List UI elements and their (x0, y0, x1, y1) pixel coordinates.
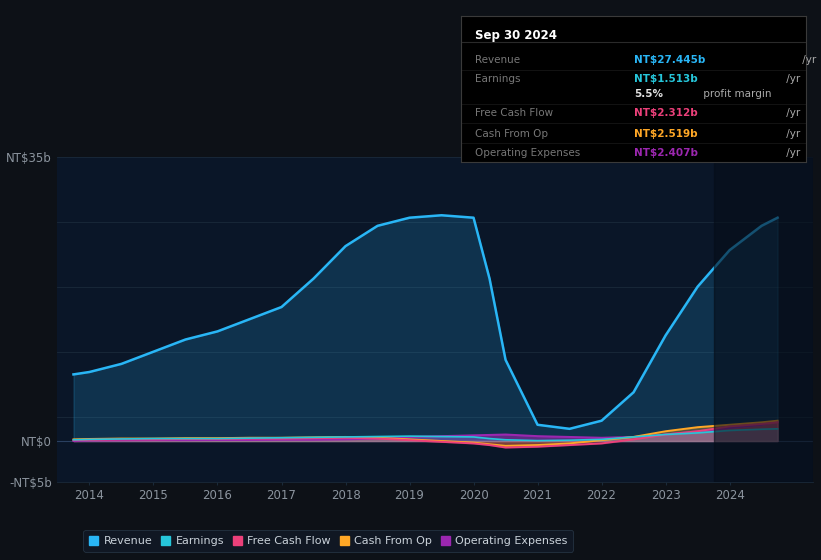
Text: /yr: /yr (782, 148, 800, 158)
Text: /yr: /yr (800, 55, 817, 66)
Text: NT$2.312b: NT$2.312b (634, 108, 698, 118)
Bar (713, 157, 813, 482)
Text: NT$2.519b: NT$2.519b (634, 129, 697, 139)
Legend: Revenue, Earnings, Free Cash Flow, Cash From Op, Operating Expenses: Revenue, Earnings, Free Cash Flow, Cash … (84, 530, 573, 552)
Text: /yr: /yr (782, 129, 800, 139)
Text: Cash From Op: Cash From Op (475, 129, 548, 139)
Text: Sep 30 2024: Sep 30 2024 (475, 29, 557, 42)
Text: Free Cash Flow: Free Cash Flow (475, 108, 553, 118)
Text: Revenue: Revenue (475, 55, 521, 66)
Text: /yr: /yr (782, 74, 800, 85)
Text: /yr: /yr (782, 108, 800, 118)
Text: Operating Expenses: Operating Expenses (475, 148, 580, 158)
Text: 5.5%: 5.5% (634, 89, 663, 99)
Text: NT$1.513b: NT$1.513b (634, 74, 698, 85)
Text: profit margin: profit margin (700, 89, 772, 99)
Text: NT$2.407b: NT$2.407b (634, 148, 698, 158)
Text: Earnings: Earnings (475, 74, 521, 85)
Text: NT$27.445b: NT$27.445b (634, 55, 705, 66)
